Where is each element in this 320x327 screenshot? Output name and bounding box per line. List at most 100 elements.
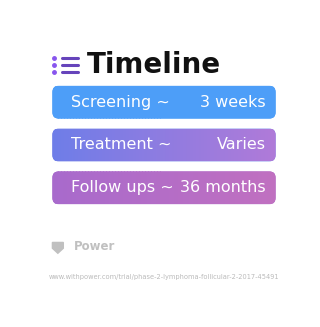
- Bar: [121, 129, 123, 161]
- Bar: [238, 171, 240, 204]
- Bar: [142, 171, 144, 204]
- Bar: [276, 171, 277, 204]
- Bar: [88, 171, 90, 204]
- Bar: [235, 86, 237, 119]
- Bar: [102, 171, 104, 204]
- Bar: [253, 86, 255, 119]
- Bar: [108, 129, 109, 161]
- Bar: [121, 171, 123, 204]
- Bar: [172, 171, 174, 204]
- Bar: [117, 129, 118, 161]
- Bar: [210, 86, 212, 119]
- Bar: [234, 171, 236, 204]
- Bar: [118, 129, 120, 161]
- Bar: [189, 171, 190, 204]
- Bar: [246, 86, 247, 119]
- Bar: [217, 86, 219, 119]
- Bar: [150, 171, 151, 204]
- Bar: [135, 86, 137, 119]
- Bar: [150, 129, 151, 161]
- Bar: [154, 129, 156, 161]
- Bar: [159, 129, 161, 161]
- Bar: [78, 171, 80, 204]
- Bar: [133, 129, 135, 161]
- Bar: [96, 86, 98, 119]
- Bar: [180, 171, 181, 204]
- Text: Power: Power: [74, 240, 115, 253]
- Bar: [162, 171, 164, 204]
- Bar: [69, 86, 71, 119]
- Bar: [247, 86, 249, 119]
- Bar: [264, 86, 265, 119]
- Bar: [118, 86, 120, 119]
- Bar: [120, 171, 122, 204]
- Bar: [217, 129, 219, 161]
- Bar: [105, 86, 107, 119]
- Bar: [198, 86, 199, 119]
- Bar: [199, 171, 201, 204]
- Bar: [139, 129, 141, 161]
- Bar: [114, 129, 116, 161]
- Bar: [166, 171, 168, 204]
- Bar: [109, 129, 111, 161]
- Bar: [93, 171, 95, 204]
- Bar: [76, 129, 78, 161]
- Bar: [171, 86, 172, 119]
- Bar: [166, 129, 168, 161]
- Bar: [259, 86, 261, 119]
- Bar: [82, 129, 84, 161]
- Bar: [163, 86, 165, 119]
- Bar: [171, 171, 172, 204]
- Bar: [196, 171, 198, 204]
- Bar: [91, 171, 93, 204]
- Bar: [228, 86, 229, 119]
- Bar: [61, 129, 63, 161]
- Bar: [240, 171, 241, 204]
- Bar: [93, 129, 95, 161]
- Bar: [241, 129, 243, 161]
- Bar: [220, 129, 222, 161]
- Bar: [228, 129, 229, 161]
- Bar: [124, 86, 126, 119]
- Bar: [243, 86, 244, 119]
- Bar: [210, 171, 212, 204]
- Bar: [55, 86, 57, 119]
- Bar: [108, 171, 109, 204]
- Bar: [87, 86, 89, 119]
- Bar: [84, 86, 86, 119]
- Bar: [174, 129, 175, 161]
- Bar: [186, 86, 188, 119]
- Bar: [157, 171, 159, 204]
- Bar: [55, 171, 57, 204]
- Bar: [208, 129, 210, 161]
- Bar: [219, 129, 220, 161]
- Text: Treatment ~: Treatment ~: [71, 137, 172, 152]
- Bar: [106, 171, 108, 204]
- Bar: [150, 86, 151, 119]
- Bar: [264, 171, 265, 204]
- Bar: [68, 86, 69, 119]
- Bar: [103, 171, 105, 204]
- Bar: [133, 171, 135, 204]
- Bar: [264, 129, 265, 161]
- Bar: [145, 86, 147, 119]
- Bar: [68, 171, 69, 204]
- Bar: [123, 86, 124, 119]
- Bar: [130, 86, 132, 119]
- Bar: [226, 86, 228, 119]
- Bar: [246, 171, 247, 204]
- Bar: [198, 129, 199, 161]
- Bar: [223, 171, 225, 204]
- Bar: [120, 86, 122, 119]
- Bar: [159, 171, 161, 204]
- Bar: [136, 171, 138, 204]
- Bar: [223, 129, 225, 161]
- Bar: [213, 171, 214, 204]
- Bar: [195, 171, 196, 204]
- Bar: [235, 129, 237, 161]
- Bar: [132, 86, 133, 119]
- Bar: [190, 171, 192, 204]
- Bar: [250, 86, 252, 119]
- Bar: [85, 171, 87, 204]
- Bar: [61, 171, 63, 204]
